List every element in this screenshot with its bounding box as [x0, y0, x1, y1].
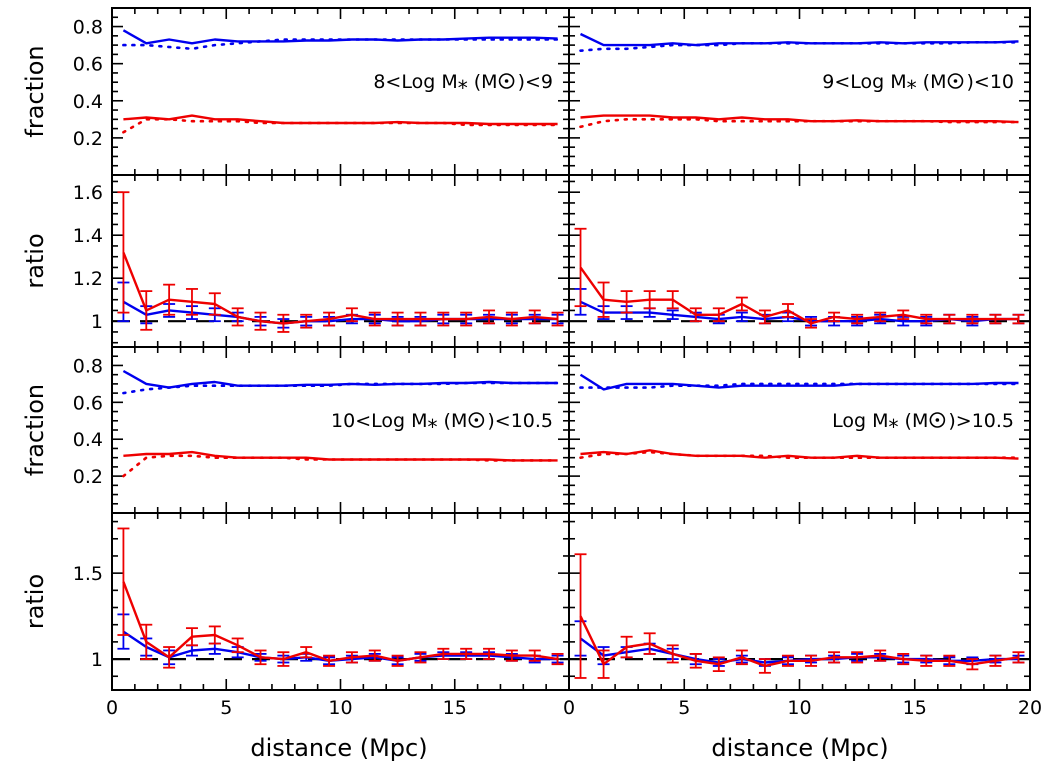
panel-frac-4: Log M* (M )>10.5 — [568, 346, 1031, 514]
y-tick-label: 1.6 — [73, 182, 103, 204]
annotation-mid: (M — [438, 410, 468, 432]
panel-frac-1: 0.2 0.4 0.6 0.8 fraction 8<Log M* (M )<9 — [21, 7, 570, 176]
y-axis-label: fraction — [21, 384, 49, 476]
sun-symbol-dot — [935, 418, 940, 422]
series-line-red-solid — [123, 114, 558, 126]
series-line-red-solid — [580, 114, 1019, 124]
annotation-pre: Log M — [832, 410, 888, 432]
x-tick-label: 10 — [787, 697, 811, 719]
series-line-blue-solid — [122, 29, 558, 45]
series-line-red-dotted — [122, 454, 559, 478]
x-tick-label: 20 — [1018, 697, 1042, 719]
series-line-red-solid — [122, 581, 558, 662]
series-line-red-dotted — [122, 118, 559, 134]
panel-annotation: Log M* (M )>10.5 — [832, 410, 1014, 439]
x-tick-label: 0 — [106, 697, 118, 719]
panel-frac-2: 9<Log M* (M )<10 — [568, 7, 1031, 176]
x-tick-label: 15 — [443, 697, 467, 719]
panel-annotation: 8<Log M* (M )<9 — [373, 71, 553, 100]
y-axis-label: ratio — [21, 233, 49, 288]
y-tick-label: 1 — [91, 649, 103, 671]
y-axis-label: fraction — [21, 45, 49, 137]
y-tick-label: 1.2 — [73, 268, 103, 290]
y-tick-label: 0.8 — [73, 17, 103, 39]
y-axis-label: ratio — [21, 574, 49, 629]
panel-ratio-4: 0 5 10 15 20 — [563, 512, 1042, 719]
y-tick-label: 0.6 — [73, 54, 103, 76]
x-axis-label-right: distance (Mpc) — [711, 734, 888, 762]
annotation-mid: (M — [899, 410, 929, 432]
x-axis-label-left: distance (Mpc) — [250, 734, 427, 762]
x-tick-label: 5 — [220, 697, 232, 719]
annotation-sub: * — [428, 415, 438, 439]
sun-symbol — [929, 412, 946, 428]
annotation-pre: 8<Log M — [373, 71, 457, 93]
sun-symbol — [947, 73, 964, 89]
annotation-post: )<9 — [518, 71, 553, 93]
y-tick-label: 1 — [91, 311, 103, 333]
series-line-red-dotted — [579, 450, 1020, 460]
y-tick-label: 1.4 — [73, 225, 103, 247]
panel-frac-3: 0.2 0.4 0.6 0.8 fraction 10<Log M* (M )<10.5 — [21, 346, 570, 514]
series-line-red-solid — [580, 449, 1019, 460]
panel-ratio-1: 1 1.2 1.4 1.6 ratio — [21, 174, 570, 348]
annotation-sub: * — [458, 76, 468, 100]
panel-annotation: 9<Log M* (M )<10 — [822, 71, 1014, 100]
x-tick-label: 0 — [563, 697, 575, 719]
y-tick-label: 0.6 — [73, 392, 103, 414]
annotation-sub: * — [889, 415, 899, 439]
annotation-pre: 9<Log M — [822, 71, 906, 93]
y-tick-label: 0.2 — [73, 466, 103, 488]
series-line-blue-solid — [579, 32, 1019, 47]
panel-frame — [568, 7, 1031, 176]
panel-frame — [111, 7, 570, 176]
y-tick-label: 0.2 — [73, 128, 103, 150]
annotation-sub: * — [907, 76, 917, 100]
series-line-blue-solid — [579, 637, 1019, 664]
sun-symbol — [498, 73, 515, 89]
series-line-blue-dotted — [579, 40, 1020, 53]
y-tick-label: 0.4 — [73, 91, 103, 113]
series-line-blue-dotted — [579, 382, 1020, 389]
annotation-post: )>10.5 — [948, 410, 1014, 432]
x-tick-label: 5 — [678, 697, 690, 719]
panel-ratio-2 — [568, 174, 1031, 348]
series-line-red-solid — [579, 266, 1019, 325]
series-line-red-solid — [122, 251, 558, 325]
series-line-blue-solid — [579, 373, 1019, 391]
annotation-post: )<10.5 — [487, 410, 553, 432]
series-line-red-solid — [579, 615, 1019, 668]
series-line-red-dotted — [579, 118, 1020, 129]
panel-frame — [111, 512, 570, 691]
annotation-post: )<10 — [966, 71, 1014, 93]
x-tick-label: 10 — [328, 697, 352, 719]
panel-annotation: 10<Log M* (M )<10.5 — [331, 410, 553, 439]
series-line-blue-dotted — [122, 381, 559, 395]
y-tick-label: 0.8 — [73, 355, 103, 377]
sun-symbol-dot — [953, 79, 958, 83]
y-tick-label: 0.4 — [73, 429, 103, 451]
series-line-blue-dotted — [122, 38, 559, 51]
annotation-mid: (M — [468, 71, 498, 93]
annotation-mid: (M — [917, 71, 947, 93]
series-line-blue-solid — [122, 300, 558, 325]
annotation-pre: 10<Log M — [331, 410, 427, 432]
sun-symbol — [468, 412, 485, 428]
y-tick-label: 1.5 — [73, 563, 103, 585]
x-tick-label: 15 — [903, 697, 927, 719]
sun-symbol-dot — [474, 418, 479, 422]
panel-ratio-3: 1 1.5 ratio 0 5 10 15 — [21, 512, 570, 719]
sun-symbol-dot — [504, 79, 509, 83]
